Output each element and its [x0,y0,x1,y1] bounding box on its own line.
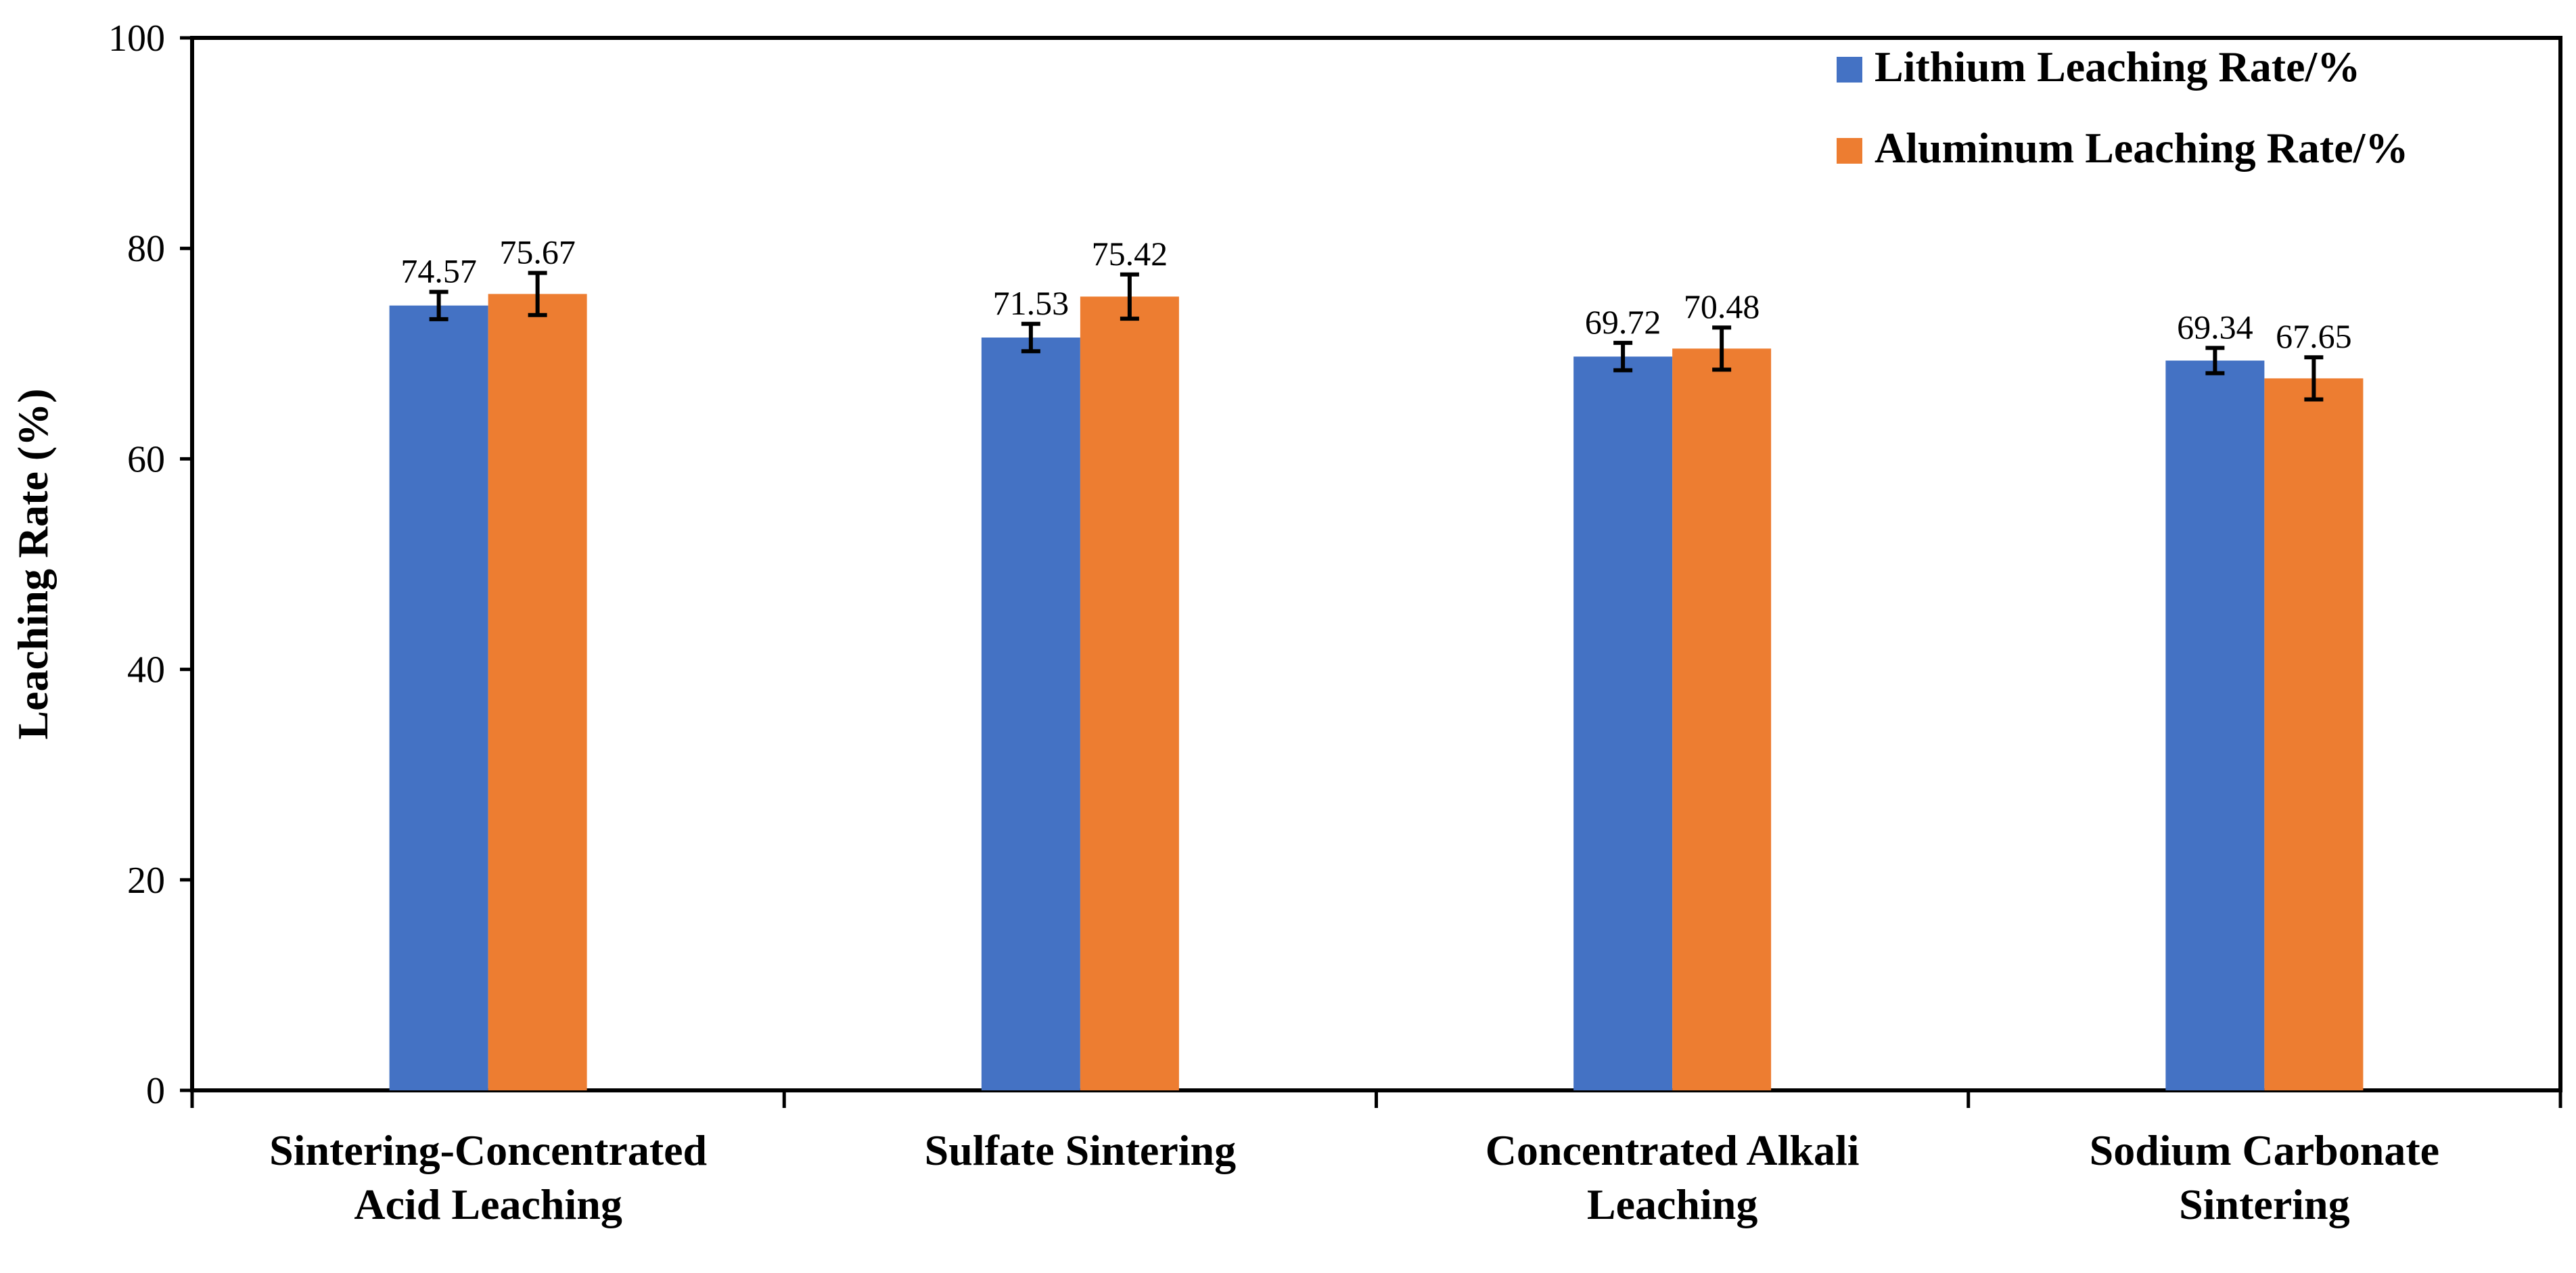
y-tick-label: 60 [127,438,165,480]
data-label: 75.67 [499,233,576,271]
bar-aluminum[interactable] [1672,348,1772,1090]
error-bar [2205,346,2225,375]
data-label: 70.48 [1684,287,1760,325]
category-label: Sulfate Sintering [925,1126,1236,1174]
legend-swatch-aluminum [1837,138,1862,164]
data-label: 67.65 [2276,317,2352,355]
y-tick-label: 100 [108,18,165,60]
data-label: 75.42 [1092,235,1168,273]
error-bar [1613,340,1633,373]
bar-aluminum[interactable] [1080,296,1179,1090]
category-label: Sintering [2179,1180,2349,1228]
error-bar [1021,321,1040,354]
bar-lithium[interactable] [981,337,1080,1091]
error-bar [1120,272,1139,321]
data-label: 71.53 [993,284,1070,322]
data-label: 69.34 [2177,308,2253,346]
category-label: Acid Leaching [354,1180,622,1228]
error-bar [2304,355,2324,402]
legend-label: Aluminum Leaching Rate/% [1874,124,2408,172]
y-tick-label: 0 [146,1070,165,1112]
error-bar [429,290,448,321]
y-tick-label: 40 [127,649,165,691]
category-label: Concentrated Alkali [1486,1126,1860,1174]
y-axis-title: Leaching Rate (%) [9,388,57,739]
bar-lithium[interactable] [1573,356,1673,1091]
y-tick-label: 80 [127,228,165,270]
category-label: Sodium Carbonate [2090,1126,2439,1174]
bar-aluminum[interactable] [488,294,587,1090]
bar-lithium[interactable] [2165,361,2265,1090]
error-bar [528,271,547,317]
error-bar [1712,325,1732,372]
data-label: 69.72 [1585,303,1661,341]
bar-lithium[interactable] [389,305,488,1090]
category-label: Sintering-Concentrated [269,1126,707,1174]
legend-label: Lithium Leaching Rate/% [1874,43,2360,91]
y-tick-label: 20 [127,860,165,902]
data-label: 74.57 [400,252,477,290]
legend-swatch-lithium [1837,57,1862,83]
category-label: Leaching [1587,1180,1757,1228]
bar-aluminum[interactable] [2264,378,2364,1091]
